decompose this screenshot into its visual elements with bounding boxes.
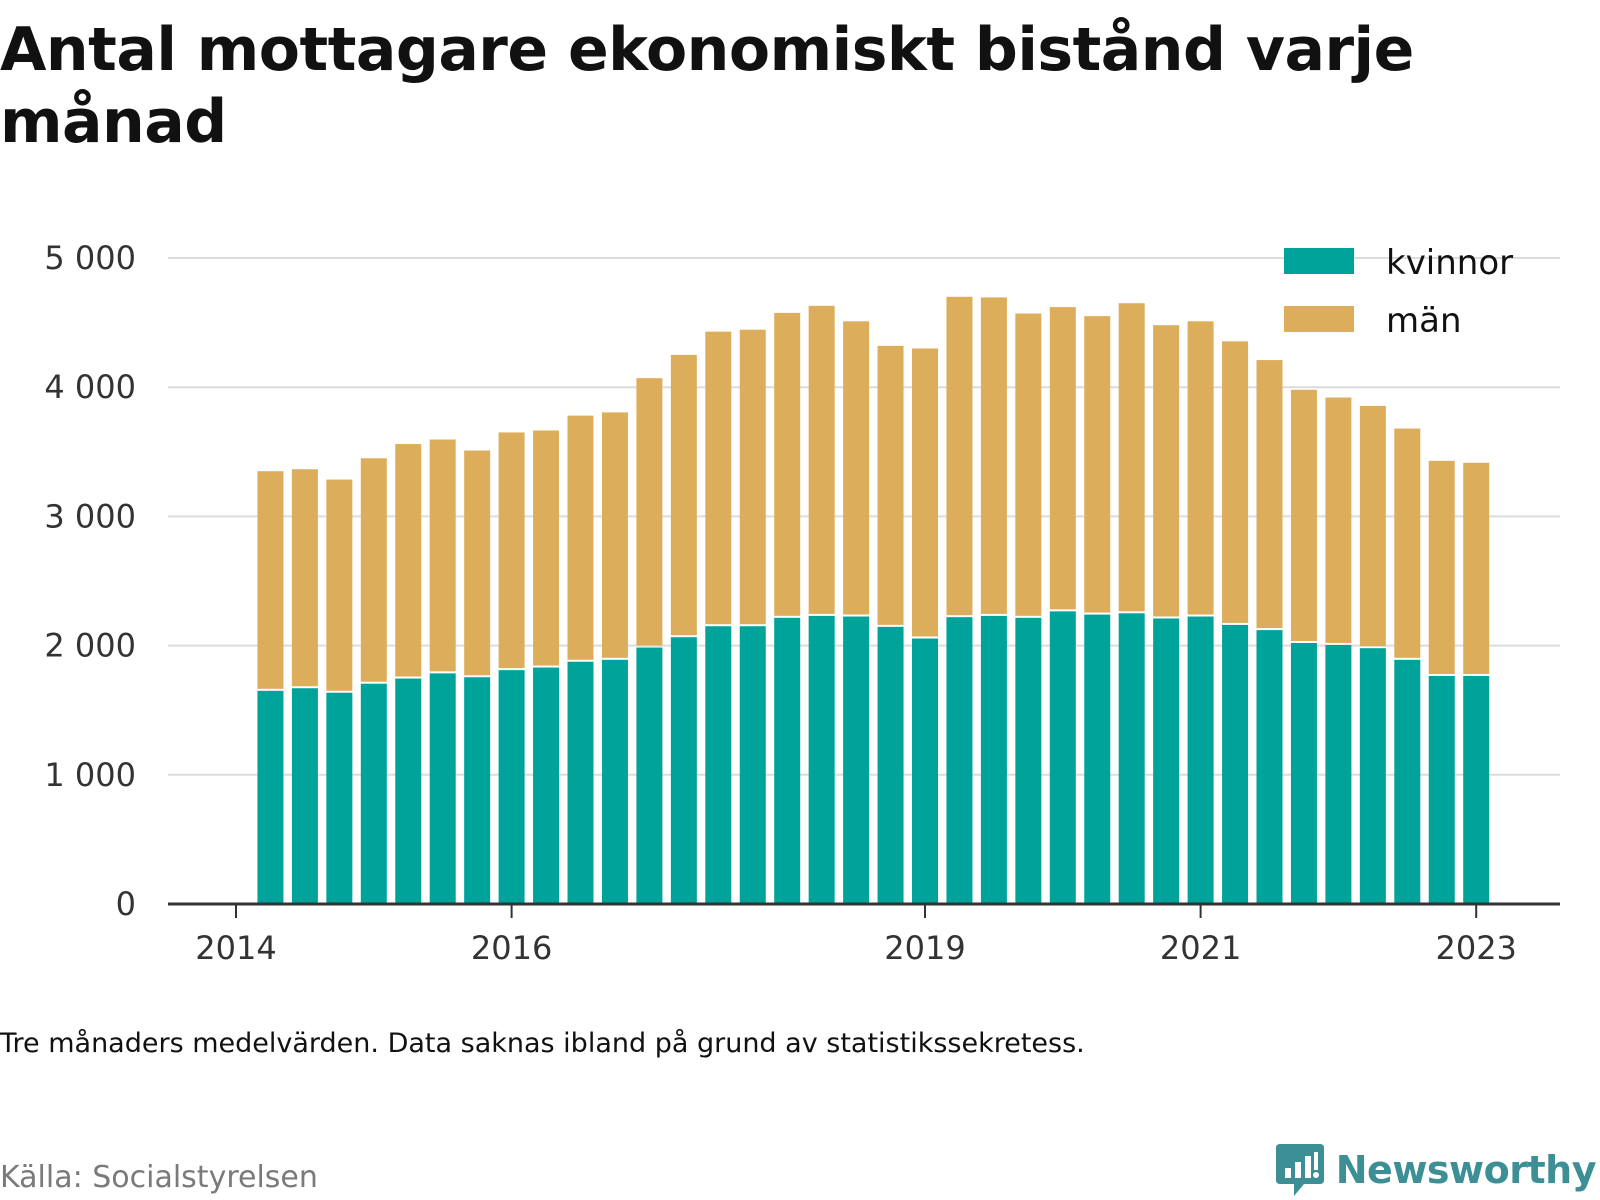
bar-kvinnor: [533, 667, 560, 904]
bar-man: [601, 412, 628, 658]
bar-man: [533, 430, 560, 666]
bar-man: [1463, 462, 1490, 674]
bar-man: [498, 432, 525, 669]
bar-kvinnor: [1222, 624, 1249, 904]
bar-kvinnor: [1049, 611, 1076, 904]
brand-logo[interactable]: Newsworthy: [1274, 1142, 1597, 1198]
bar-kvinnor: [1463, 675, 1490, 904]
bar-man: [1049, 307, 1076, 610]
bar-man: [326, 479, 353, 691]
bar-man: [980, 297, 1007, 614]
bar-man: [843, 321, 870, 615]
bar-kvinnor: [1290, 643, 1317, 904]
bar-man: [567, 415, 594, 660]
chart-note: Tre månaders medelvärden. Data saknas ib…: [0, 1028, 1085, 1059]
bar-man: [877, 345, 904, 625]
bar-kvinnor: [774, 617, 801, 904]
bar-kvinnor: [1359, 648, 1386, 904]
bar-kvinnor: [1015, 617, 1042, 904]
bar-kvinnor: [980, 615, 1007, 904]
bar-man: [395, 444, 422, 677]
x-tick-label: 2019: [884, 929, 965, 967]
bar-kvinnor: [1256, 630, 1283, 904]
bar-kvinnor: [601, 659, 628, 904]
bar-man: [1359, 405, 1386, 647]
bar-kvinnor: [636, 647, 663, 904]
bar-kvinnor: [670, 637, 697, 904]
bar-kvinnor: [395, 678, 422, 904]
y-tick-label: 0: [116, 885, 136, 923]
bar-kvinnor: [1428, 675, 1455, 904]
bar-kvinnor: [498, 670, 525, 904]
bar-man: [1153, 325, 1180, 617]
bar-kvinnor: [257, 690, 284, 904]
newsworthy-logo-icon: [1275, 1144, 1324, 1196]
y-tick-label: 4 000: [44, 368, 136, 406]
bar-kvinnor: [946, 617, 973, 904]
y-tick-label: 1 000: [44, 756, 136, 794]
y-tick-label: 5 000: [44, 239, 136, 277]
bar-man: [636, 378, 663, 646]
bar-kvinnor: [808, 615, 835, 904]
bar-man: [774, 312, 801, 616]
bar-kvinnor: [1153, 618, 1180, 904]
bar-man: [1428, 460, 1455, 674]
bar-kvinnor: [1394, 659, 1421, 904]
legend-swatch: [1284, 248, 1354, 274]
bar-man: [1290, 389, 1317, 642]
x-tick-label: 2023: [1435, 929, 1516, 967]
legend-label: kvinnor: [1386, 243, 1513, 283]
y-tick-label: 2 000: [44, 627, 136, 665]
bar-man: [1394, 428, 1421, 658]
y-tick-label: 3 000: [44, 497, 136, 535]
bar-man: [670, 354, 697, 636]
bar-kvinnor: [429, 673, 456, 904]
x-tick-label: 2021: [1160, 929, 1241, 967]
bar-kvinnor: [360, 683, 387, 904]
legend-swatch: [1284, 306, 1354, 332]
bar-kvinnor: [291, 688, 318, 904]
bar-kvinnor: [1187, 616, 1214, 904]
bar-man: [739, 329, 766, 625]
bar-man: [912, 348, 938, 637]
bar-man: [291, 469, 318, 687]
bar-man: [705, 331, 732, 625]
bar-man: [1325, 397, 1352, 643]
bar-man: [360, 458, 387, 682]
bar-kvinnor: [705, 626, 732, 904]
bar-man: [1256, 360, 1283, 629]
bar-kvinnor: [877, 626, 904, 904]
bar-kvinnor: [326, 692, 353, 904]
bar-man: [1084, 316, 1111, 613]
bar-kvinnor: [912, 638, 938, 904]
bar-kvinnor: [464, 677, 491, 904]
x-tick-label: 2016: [471, 929, 552, 967]
bar-kvinnor: [1084, 614, 1111, 904]
bar-kvinnor: [1118, 613, 1145, 904]
bar-man: [1187, 321, 1214, 615]
bar-man: [429, 439, 456, 672]
bar-kvinnor: [567, 661, 594, 904]
source-text: Källa: Socialstyrelsen: [0, 1160, 318, 1195]
bar-man: [257, 471, 284, 689]
brand-name: Newsworthy: [1335, 1148, 1597, 1192]
legend-label: män: [1386, 301, 1462, 341]
bars: [257, 296, 1490, 904]
bar-man: [808, 305, 835, 614]
legend: kvinnor män: [1284, 243, 1513, 341]
bar-man: [1015, 313, 1042, 616]
chart-title: Antal mottagare ekonomiskt bistånd varje…: [0, 15, 1414, 157]
axes: 2014 2016 2019 2021 2023: [168, 902, 1560, 967]
bar-kvinnor: [739, 626, 766, 904]
x-tick-label: 2014: [195, 929, 276, 967]
bar-man: [1222, 341, 1249, 623]
bar-man: [1118, 303, 1145, 612]
bar-kvinnor: [843, 616, 870, 904]
bar-man: [946, 296, 973, 616]
bar-kvinnor: [1325, 644, 1352, 904]
bar-man: [464, 450, 491, 676]
